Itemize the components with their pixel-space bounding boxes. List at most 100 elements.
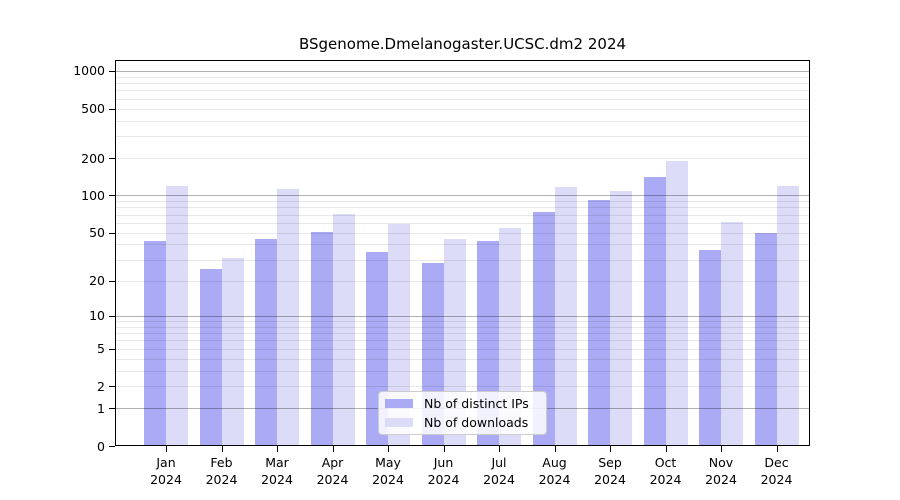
chart-title: BSgenome.Dmelanogaster.UCSC.dm2 2024 (298, 35, 627, 53)
bar-nov-distinct-ips (699, 250, 721, 446)
x-axis-tick (388, 446, 389, 452)
x-axis-tick (776, 446, 778, 452)
x-axis-tick (166, 446, 167, 452)
bar-sep-downloads (610, 191, 632, 446)
x-axis-tick-label: Jul 2024 (467, 455, 531, 488)
plot-frame (115, 60, 810, 446)
month-label: Aug (542, 455, 567, 470)
bar-mar-distinct-ips (255, 239, 277, 446)
y-axis-tick (109, 109, 115, 110)
gridline-minor (116, 333, 809, 334)
bar-oct-downloads (665, 161, 688, 446)
month-label: Dec (764, 455, 789, 470)
bar-feb-distinct-ips (199, 269, 222, 446)
year-label: 2024 (705, 471, 737, 487)
y-axis-tick-label: 200 (81, 150, 105, 166)
year-label: 2024 (427, 471, 460, 487)
x-axis-tick-label: Aug 2024 (523, 455, 587, 488)
y-axis-tick-label: 10 (89, 308, 105, 324)
y-axis-tick (109, 386, 115, 387)
x-axis-tick-label: Nov 2024 (689, 455, 753, 488)
bar-may-downloads (388, 223, 410, 446)
x-axis-tick (277, 446, 278, 452)
bar-apr-distinct-ips (310, 231, 333, 446)
y-axis-tick (109, 408, 115, 409)
gridline-minor (116, 359, 809, 360)
legend: Nb of distinct IPs Nb of downloads (378, 391, 547, 435)
gridline-major (116, 71, 809, 72)
bar-jan-downloads (166, 186, 188, 446)
y-axis-tick-label: 0 (97, 438, 105, 454)
gridline-minor (116, 386, 809, 387)
month-label: Nov (708, 455, 734, 470)
gridline-minor (116, 349, 809, 350)
gridline-minor (116, 281, 809, 282)
y-axis-tick (109, 281, 115, 282)
bar-dec-downloads (776, 186, 799, 446)
y-axis-tick-label: 1000 (73, 63, 105, 79)
gridline-minor (116, 371, 809, 372)
gridline-minor (116, 223, 809, 224)
bar-apr-downloads (332, 213, 355, 446)
month-label: May (375, 455, 401, 470)
gridline-minor (116, 244, 809, 245)
x-axis-tick (554, 446, 556, 452)
gridline-minor (116, 121, 809, 122)
month-label: Jun (433, 455, 454, 470)
gridline-major (116, 195, 809, 196)
year-label: 2024 (649, 471, 682, 487)
gridline-minor (116, 340, 809, 341)
bar-aug-downloads (554, 187, 577, 446)
gridline-major (116, 316, 809, 317)
bar-oct-distinct-ips (643, 177, 666, 446)
year-label: 2024 (316, 471, 349, 487)
gridline-minor (116, 207, 809, 208)
year-label: 2024 (261, 471, 293, 487)
legend-item-distinct-ips: Nb of distinct IPs (385, 396, 546, 412)
bar-feb-downloads (221, 257, 244, 446)
bar-nov-downloads (721, 222, 743, 446)
year-label: 2024 (372, 471, 404, 487)
x-axis-tick-label: Dec 2024 (745, 455, 809, 488)
legend-swatch-downloads-icon (385, 418, 413, 427)
y-axis-tick (109, 71, 115, 72)
y-axis-tick (109, 349, 115, 350)
month-label: Apr (321, 455, 344, 470)
year-label: 2024 (205, 471, 238, 487)
bar-aug-distinct-ips (532, 211, 555, 446)
month-label: Oct (654, 455, 677, 470)
x-axis-tick (332, 446, 334, 452)
gridline-minor (116, 136, 809, 137)
y-axis-tick-label: 100 (81, 188, 105, 203)
y-axis-tick (109, 233, 115, 234)
gridline-minor (116, 201, 809, 202)
y-axis-tick (109, 316, 115, 317)
x-axis-tick (610, 446, 611, 452)
legend-item-downloads: Nb of downloads (385, 415, 546, 431)
year-label: 2024 (594, 471, 626, 487)
legend-label-downloads: Nb of downloads (424, 415, 529, 430)
legend-swatch-distinct-ips-icon (385, 399, 413, 408)
y-axis-tick-label: 1 (97, 400, 105, 416)
gridline-minor (116, 99, 809, 100)
gridline-minor (116, 233, 809, 234)
x-axis-tick-label: Sep 2024 (578, 455, 642, 488)
x-axis-tick-label: Oct 2024 (634, 455, 698, 488)
gridline-minor (116, 90, 809, 91)
y-axis-tick-label: 20 (89, 273, 105, 289)
x-axis-tick-label: Jun 2024 (412, 455, 476, 488)
gridline-minor (116, 327, 809, 328)
bar-jan-distinct-ips (144, 240, 166, 446)
x-axis-tick (221, 446, 223, 452)
gridline-minor (116, 260, 809, 261)
x-axis-tick-label: Jan 2024 (134, 455, 198, 488)
gridline-minor (116, 215, 809, 216)
x-axis-tick (443, 446, 445, 452)
x-axis-tick-label: Mar 2024 (245, 455, 309, 488)
year-label: 2024 (760, 471, 793, 487)
gridline-minor (116, 321, 809, 322)
gridline-minor (116, 158, 809, 159)
month-label: Mar (265, 455, 289, 470)
bar-dec-distinct-ips (754, 232, 777, 446)
